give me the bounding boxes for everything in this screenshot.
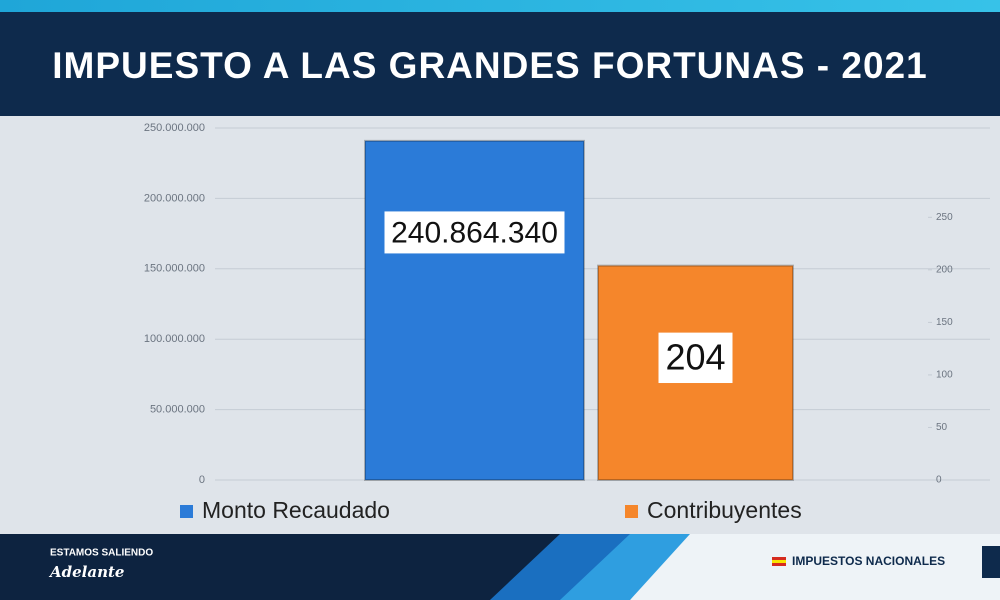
footer-right: [630, 534, 1000, 600]
y2-tick-label: 150: [936, 317, 953, 328]
footer-stripe: [560, 534, 700, 600]
legend-swatch: [180, 505, 193, 518]
y-tick-label: 50.000.000: [150, 404, 205, 416]
y-tick-label: 150.000.000: [144, 263, 205, 275]
y-tick-label: 0: [199, 474, 205, 486]
flag: [772, 560, 786, 563]
header-band: [0, 12, 1000, 116]
y-tick-label: 250.000.000: [144, 122, 205, 134]
data-label-box: [658, 332, 733, 384]
chart-title: IMPUESTO A LAS GRANDES FORTUNAS - 2021: [52, 45, 927, 86]
footer-brand: IMPUESTOS NACIONALES: [792, 554, 945, 568]
y2-tick-label: 250: [936, 212, 953, 223]
y2-tick-label: 50: [936, 422, 948, 433]
data-label: 240.864.340: [391, 216, 558, 249]
footer-stripe: [490, 534, 640, 600]
data-label-box: [384, 211, 565, 254]
footer-slogan: ESTAMOS SALIENDO: [50, 548, 153, 559]
y2-tick-label: 100: [936, 370, 953, 381]
footer-slogan: Adelante: [48, 563, 124, 581]
data-label: 204: [665, 336, 725, 377]
legend-label: Monto Recaudado: [202, 497, 390, 523]
top-strip: [0, 0, 1000, 12]
bar: [364, 139, 585, 481]
brand-logo: [982, 546, 1000, 578]
legend-label: Contribuyentes: [647, 497, 802, 523]
y-tick-label: 200.000.000: [144, 192, 205, 204]
y2-tick-label: 0: [936, 475, 942, 486]
legend-swatch: [625, 505, 638, 518]
y-tick-label: 100.000.000: [144, 333, 205, 345]
y2-tick-label: 200: [936, 264, 953, 275]
